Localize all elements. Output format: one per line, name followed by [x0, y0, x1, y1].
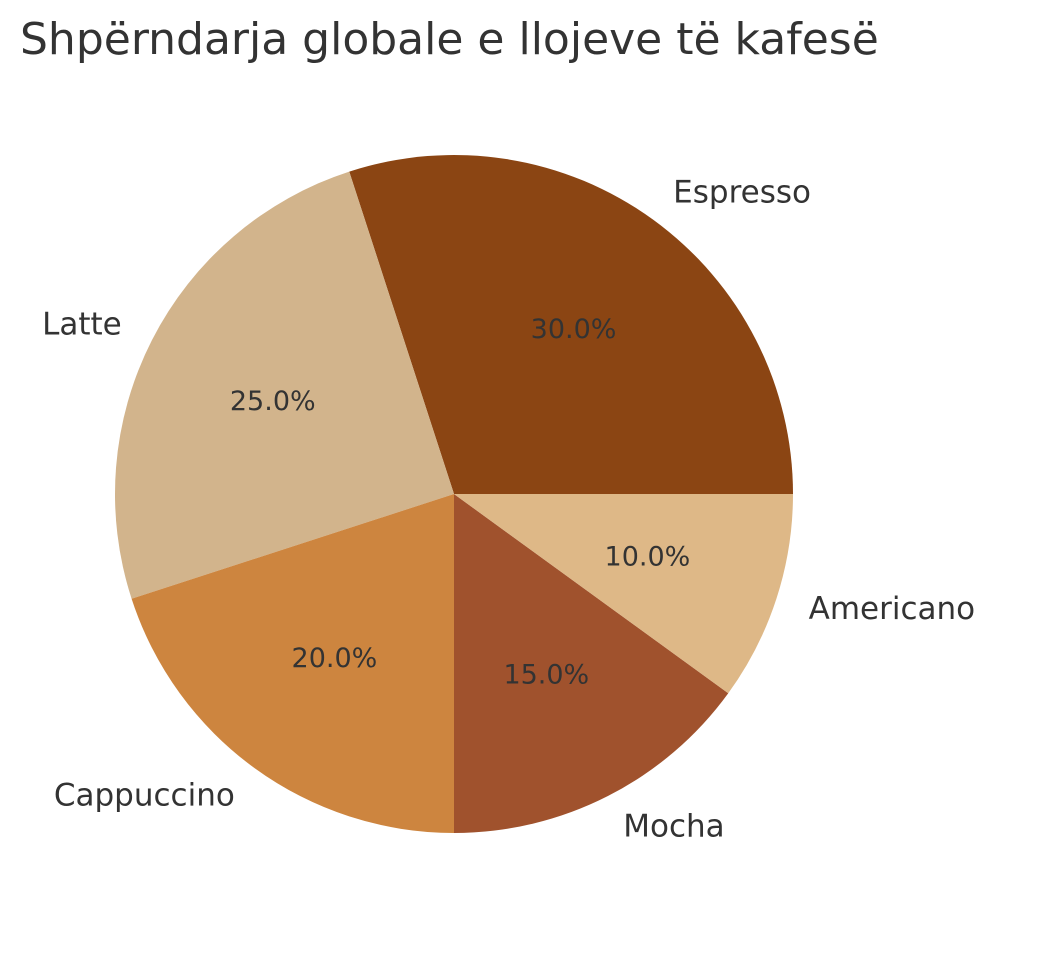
chart-title: Shpërndarja globale e llojeve të kafesë: [20, 14, 879, 65]
percent-label-americano: 10.0%: [605, 541, 691, 572]
pie-slice-espresso: [349, 155, 793, 495]
pie-slices: [114, 155, 793, 833]
pie-slice-americano: [454, 494, 793, 694]
percent-label-cappuccino: 20.0%: [292, 643, 378, 674]
slice-label-cappuccino: Cappuccino: [54, 778, 235, 814]
slice-label-espresso: Espresso: [673, 174, 811, 210]
percent-label-espresso: 30.0%: [531, 314, 617, 345]
pie-slice-mocha: [454, 494, 729, 833]
slice-label-latte: Latte: [42, 307, 122, 343]
pie-slice-cappuccino: [131, 494, 454, 833]
slice-label-americano: Americano: [809, 591, 976, 627]
slice-label-mocha: Mocha: [623, 808, 724, 844]
pie-slice-latte: [114, 171, 454, 599]
percent-label-mocha: 15.0%: [503, 660, 589, 691]
pie-labels: Espresso 30.0% Latte 25.0% Cappuccino 20.0% Mo…: [42, 174, 975, 844]
percent-label-latte: 25.0%: [230, 386, 316, 417]
